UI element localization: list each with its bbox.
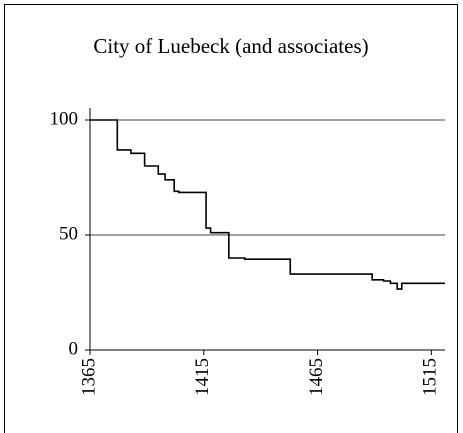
- x-tick-label: 1465: [306, 358, 327, 396]
- x-tick-label: 1365: [78, 358, 99, 396]
- x-tick-label: 1515: [420, 358, 441, 396]
- line: [90, 119, 445, 290]
- x-tick-label: 1415: [192, 358, 213, 396]
- chart-title: City of Luebeck (and associates): [93, 34, 368, 58]
- chart-border: [4, 4, 458, 433]
- y-tick-label: 50: [59, 223, 78, 244]
- y-tick-label: 100: [50, 108, 79, 129]
- y-tick-label: 0: [69, 338, 79, 359]
